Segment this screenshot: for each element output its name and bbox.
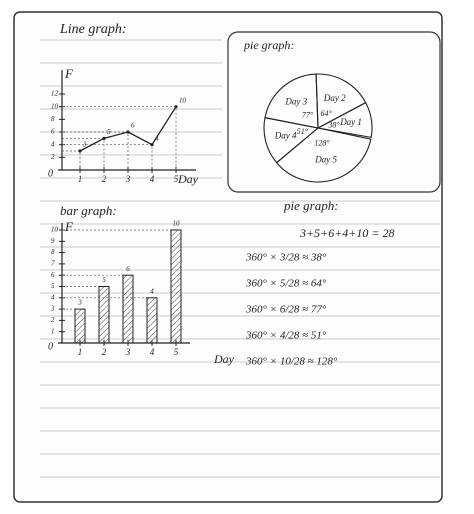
slice-angle: 77° xyxy=(302,111,314,120)
slice-angle: 128° xyxy=(314,139,330,148)
point-label: 3 xyxy=(82,141,87,149)
slice-angle: 51° xyxy=(297,127,309,136)
ruled-lines xyxy=(40,39,440,478)
calc-line: 360° × 10/28 ≈ 128° xyxy=(245,356,338,368)
y-tick-label: 5 xyxy=(51,282,55,290)
y-tick-label: 7 xyxy=(51,260,55,268)
point-label: 5 xyxy=(107,128,111,136)
bar-label: 6 xyxy=(126,265,130,273)
slice-label: Day 3 xyxy=(284,97,307,107)
origin-label: 0 xyxy=(48,168,53,179)
slice-label: Day 2 xyxy=(323,93,346,103)
point-label: 10 xyxy=(179,96,187,104)
bar-label: 5 xyxy=(102,276,106,284)
y-tick-label: 4 xyxy=(51,140,55,148)
y-tick-label: 8 xyxy=(51,248,55,256)
x-tick-label: 1 xyxy=(78,174,83,184)
origin-label: 0 xyxy=(48,341,53,352)
bar-label: 4 xyxy=(150,287,154,295)
bar xyxy=(170,229,182,344)
bar xyxy=(74,308,86,344)
bar xyxy=(122,274,134,344)
y-tick-label: 2 xyxy=(51,153,55,161)
y-tick-label: 8 xyxy=(51,115,55,123)
y-axis-label: F xyxy=(64,66,74,81)
y-tick-label: 4 xyxy=(51,293,55,301)
calc-line: 360° × 5/28 ≈ 64° xyxy=(245,278,327,290)
calc-line: 360° × 6/28 ≈ 77° xyxy=(245,304,327,316)
point xyxy=(150,143,154,147)
calc-total: 3+5+6+4+10 = 28 xyxy=(299,226,395,240)
x-tick-label: 3 xyxy=(125,347,131,357)
bar xyxy=(146,297,158,344)
bar-label: 10 xyxy=(173,220,181,228)
line-graph-title: Line graph: xyxy=(59,22,127,37)
point-label: 6 xyxy=(131,122,135,130)
y-tick-label: 10 xyxy=(51,226,59,234)
calc-line: 360° × 3/28 ≈ 38° xyxy=(245,252,327,264)
y-tick-label: 2 xyxy=(51,316,55,324)
x-tick-label: 5 xyxy=(174,174,179,184)
y-tick-label: 3 xyxy=(50,305,55,313)
calc-line: 360° × 4/28 ≈ 51° xyxy=(245,330,327,342)
pie-slice xyxy=(315,73,367,129)
x-tick-label: 1 xyxy=(78,347,83,357)
y-tick-label: 1 xyxy=(51,327,55,335)
slice-angle: 64° xyxy=(320,109,332,118)
x-tick-label: 3 xyxy=(125,174,131,184)
pie-slice xyxy=(264,73,319,129)
point xyxy=(102,136,106,140)
x-tick-label: 4 xyxy=(150,347,155,357)
bar-label: 3 xyxy=(77,299,82,307)
pie-box xyxy=(227,31,441,193)
x-tick-label: 4 xyxy=(150,174,155,184)
bar-graph-title: bar graph: xyxy=(60,203,117,218)
x-axis-label: Day xyxy=(213,352,235,366)
point-label: 4 xyxy=(155,134,159,142)
y-axis-label: F xyxy=(64,219,74,234)
slice-label: Day 1 xyxy=(339,117,362,127)
pie-slice xyxy=(275,127,372,183)
y-tick-label: 10 xyxy=(51,102,59,110)
x-tick-label: 5 xyxy=(174,347,179,357)
point xyxy=(78,149,82,153)
slice-label: Day 5 xyxy=(314,155,337,165)
x-axis-label: Day xyxy=(177,172,199,186)
x-tick-label: 2 xyxy=(102,347,107,357)
x-tick-label: 2 xyxy=(102,174,107,184)
y-tick-label: 6 xyxy=(51,271,55,279)
slice-angle: 38° xyxy=(327,120,340,129)
pie-graph-title: pie graph: xyxy=(243,38,294,52)
point xyxy=(174,105,178,109)
calc-title: pie graph: xyxy=(283,198,339,213)
slice-label: Day 4 xyxy=(274,130,297,140)
y-tick-label: 12 xyxy=(51,90,59,98)
y-tick-label: 6 xyxy=(51,128,55,136)
point xyxy=(126,130,130,134)
y-tick-label: 9 xyxy=(51,237,55,245)
bar xyxy=(98,286,110,344)
